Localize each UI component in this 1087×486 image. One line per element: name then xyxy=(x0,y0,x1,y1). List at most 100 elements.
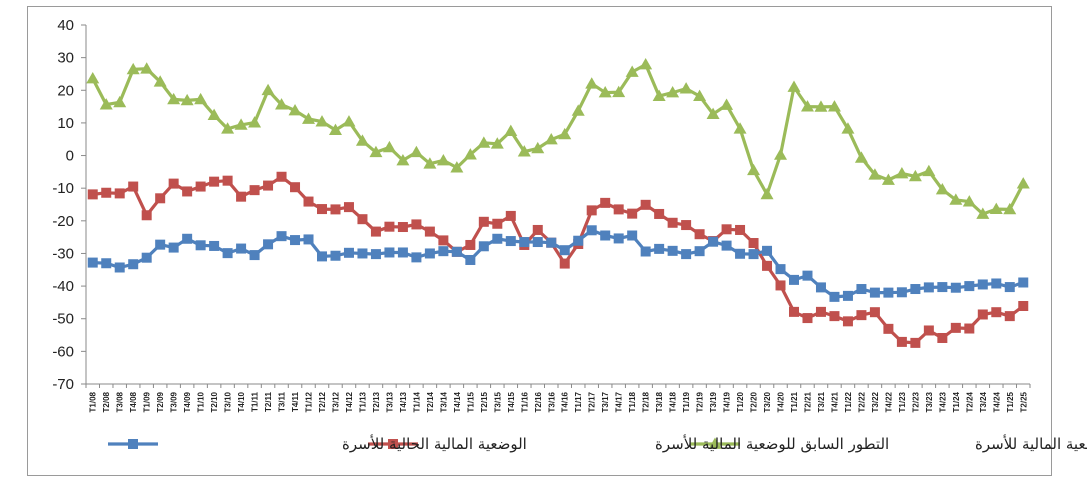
data-point-marker xyxy=(234,118,248,130)
data-point-marker xyxy=(369,145,383,158)
data-point-marker xyxy=(302,112,316,124)
x-tick-label: T4/22 xyxy=(884,391,893,412)
data-point-marker xyxy=(465,239,476,250)
x-tick-label: T4/21 xyxy=(830,391,839,412)
x-tick-label: T1/09 xyxy=(143,391,152,412)
x-tick-label: T2/09 xyxy=(156,391,165,412)
x-tick-label: T2/12 xyxy=(318,391,327,412)
legend-item-3: التطور المرتقب للوضعية المالية للأسرة xyxy=(690,434,1087,453)
data-point-marker xyxy=(558,127,572,140)
data-point-marker xyxy=(922,164,936,177)
data-point-marker xyxy=(735,248,746,259)
y-tick-label: -40 xyxy=(52,278,74,295)
series-layer xyxy=(86,57,1030,348)
y-tick-label: -20 xyxy=(52,213,74,230)
data-point-marker xyxy=(221,122,235,134)
data-point-marker xyxy=(342,115,356,127)
data-point-marker xyxy=(787,80,801,92)
data-point-marker xyxy=(114,262,125,273)
data-point-marker xyxy=(315,115,329,127)
data-point-marker xyxy=(627,208,638,219)
data-point-marker xyxy=(505,236,516,247)
data-point-marker xyxy=(694,229,705,240)
x-tick-label: T3/10 xyxy=(224,391,233,412)
data-point-marker xyxy=(478,241,489,252)
data-point-marker xyxy=(1004,282,1015,293)
data-point-marker xyxy=(841,122,855,134)
x-tick-label: T2/23 xyxy=(911,391,920,412)
data-point-marker xyxy=(207,108,221,120)
data-point-marker xyxy=(815,306,826,317)
data-point-marker xyxy=(748,238,759,249)
data-point-marker xyxy=(571,104,585,116)
data-point-marker xyxy=(883,287,894,298)
chart-legend: التطور المرتقب للوضعية المالية للأسرة الت… xyxy=(108,434,1087,453)
data-point-marker xyxy=(640,199,651,210)
data-point-marker xyxy=(290,235,301,246)
data-point-marker xyxy=(842,290,853,301)
y-tick-label: 40 xyxy=(57,17,74,34)
series-line xyxy=(92,228,1024,299)
data-point-marker xyxy=(1004,311,1015,322)
x-tick-label: T4/23 xyxy=(938,391,947,412)
data-point-marker xyxy=(411,219,422,230)
data-point-marker xyxy=(209,240,220,251)
data-point-marker xyxy=(236,191,247,202)
data-point-marker xyxy=(180,93,194,106)
data-point-marker xyxy=(546,237,557,248)
data-point-marker xyxy=(747,163,761,176)
x-tick-label: T1/20 xyxy=(736,391,745,412)
x-tick-label: T3/21 xyxy=(817,391,826,412)
x-tick-label: T3/15 xyxy=(493,391,502,412)
data-point-marker xyxy=(87,189,98,200)
x-tick-label: T1/10 xyxy=(197,391,206,412)
data-point-marker xyxy=(600,230,611,241)
data-point-marker xyxy=(667,217,678,228)
data-point-marker xyxy=(477,136,491,148)
data-point-marker xyxy=(357,248,368,259)
data-point-marker xyxy=(598,86,612,98)
data-point-marker xyxy=(343,247,354,258)
data-point-marker xyxy=(263,239,274,250)
x-tick-label: T3/14 xyxy=(439,391,448,412)
data-point-marker xyxy=(802,270,813,281)
x-tick-label: T1/14 xyxy=(412,391,421,412)
x-tick-label: T3/12 xyxy=(331,391,340,412)
series-line xyxy=(92,175,1025,345)
x-tick-label: T1/21 xyxy=(790,391,799,412)
data-point-marker xyxy=(113,95,127,108)
legend-item-1: الوضعية المالية الحالية للأسرة xyxy=(108,434,527,453)
data-point-marker xyxy=(504,124,518,136)
data-point-marker xyxy=(195,240,206,251)
data-point-marker xyxy=(330,204,341,215)
series-1 xyxy=(87,225,1029,302)
data-point-marker xyxy=(559,245,570,256)
data-point-marker xyxy=(182,233,193,244)
data-point-marker xyxy=(517,145,531,157)
data-point-marker xyxy=(762,260,773,271)
data-point-marker xyxy=(827,100,841,112)
data-point-marker xyxy=(667,245,678,256)
data-point-marker xyxy=(950,322,961,333)
data-point-marker xyxy=(814,100,828,112)
y-tick-label: -30 xyxy=(52,245,74,262)
data-point-marker xyxy=(436,153,450,166)
data-point-marker xyxy=(654,208,665,219)
data-point-marker xyxy=(895,166,909,179)
x-tick-label: T2/08 xyxy=(102,391,111,412)
x-tick-label: T1/24 xyxy=(952,391,961,412)
data-point-marker xyxy=(463,148,477,160)
legend-label: التطور المرتقب للوضعية المالية للأسرة xyxy=(975,434,1087,453)
x-tick-label: T2/10 xyxy=(210,391,219,412)
data-point-marker xyxy=(856,284,867,295)
data-point-marker xyxy=(168,178,179,189)
data-point-marker xyxy=(382,140,396,153)
data-point-marker xyxy=(896,287,907,298)
data-point-marker xyxy=(355,134,369,146)
data-point-marker xyxy=(1016,177,1030,189)
x-tick-label: T3/09 xyxy=(170,391,179,412)
data-point-marker xyxy=(263,180,274,191)
data-point-marker xyxy=(613,204,624,215)
x-tick-label: T2/11 xyxy=(264,391,273,412)
data-point-marker xyxy=(384,247,395,258)
